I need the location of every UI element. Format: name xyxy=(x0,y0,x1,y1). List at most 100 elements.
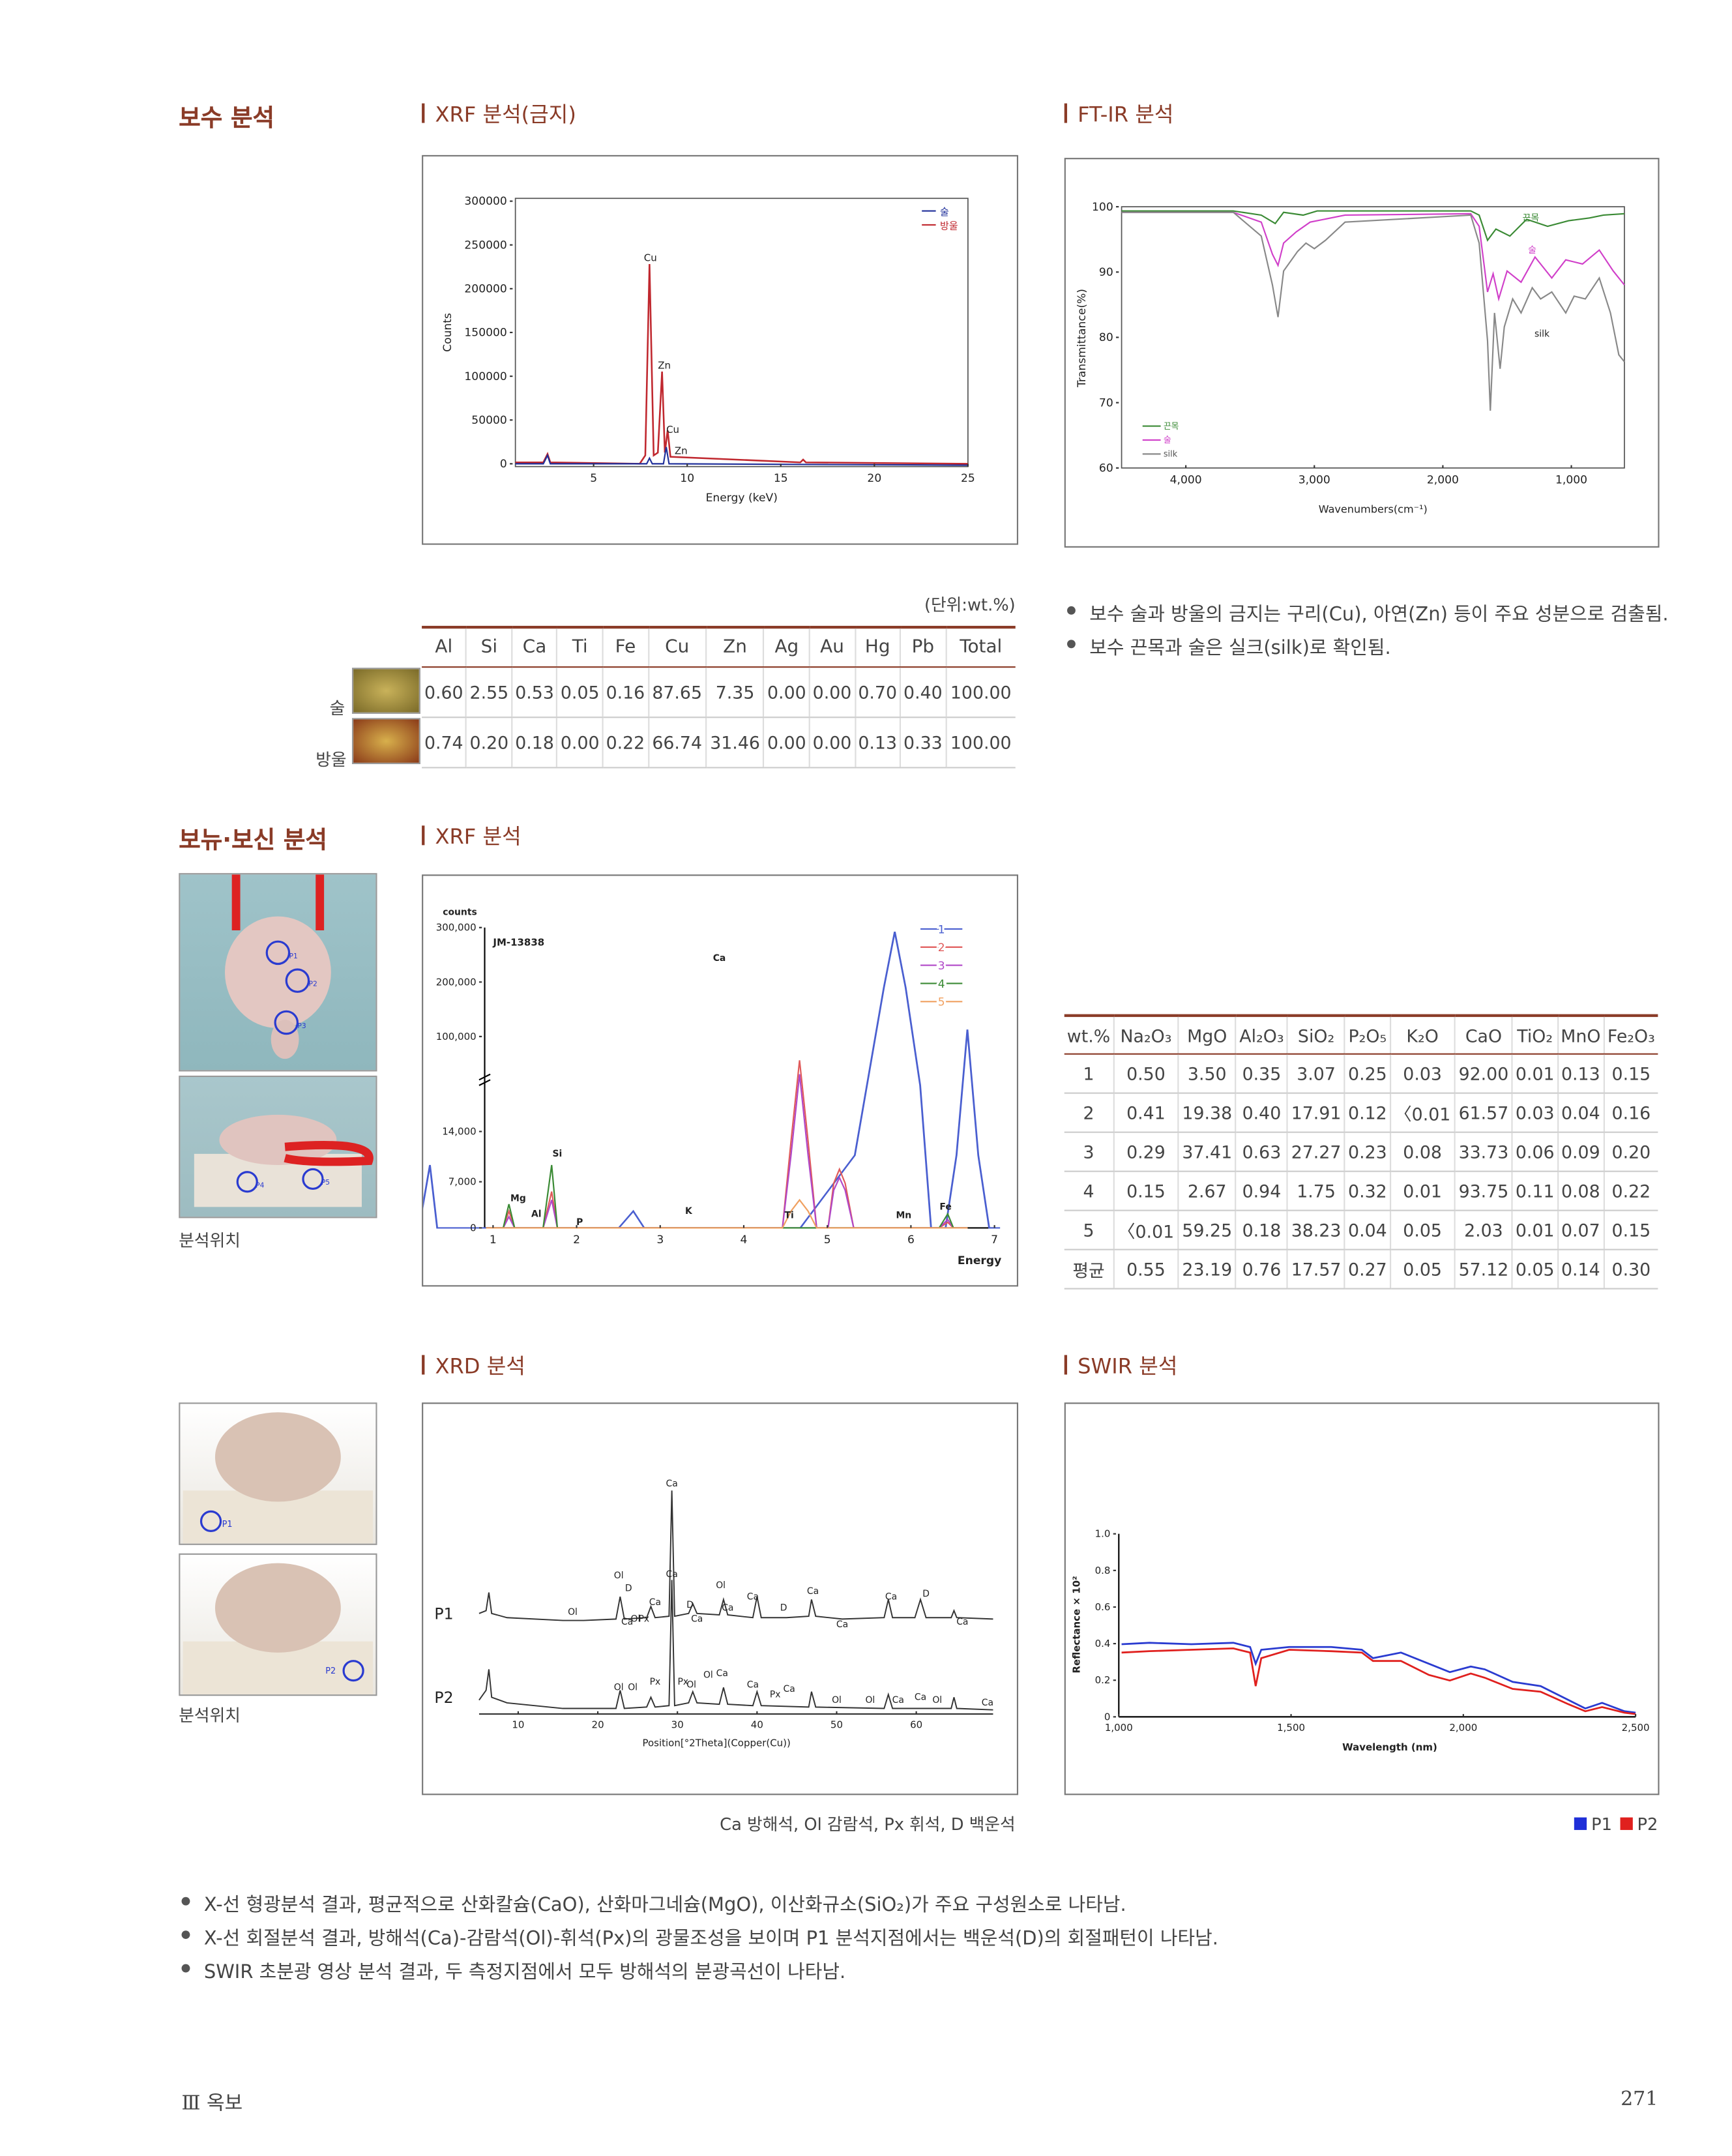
column-header: Al₂O₃ xyxy=(1235,1014,1287,1055)
x-tick-label: 15 xyxy=(774,472,788,485)
point-label: P1 xyxy=(222,1520,233,1529)
panel-title: XRD 분석 xyxy=(422,1351,525,1380)
legend-text: 2 xyxy=(938,941,945,954)
y-tick-label: 0.4 xyxy=(1095,1638,1111,1649)
spectrum-curve xyxy=(1121,1642,1636,1714)
table-cell: 0.16 xyxy=(1603,1093,1658,1133)
table-row: 4 0.15 2.67 0.94 1.75 0.32 0.01 93.75 0.11 0.08 0.… xyxy=(1064,1171,1658,1211)
table-cell: 31.46 xyxy=(705,717,765,769)
table-cell: 33.73 xyxy=(1454,1132,1513,1172)
table-row: 3 0.29 37.41 0.63 27.27 0.23 0.08 33.73 0.06 0.09… xyxy=(1064,1132,1658,1172)
photo-svg: P4 P5 xyxy=(194,1114,374,1207)
legend-text: silk xyxy=(1164,450,1178,460)
legend-text: 끈목 xyxy=(1164,422,1179,432)
x-tick-label: 2,500 xyxy=(1622,1722,1650,1734)
row-label: 방울 xyxy=(316,750,347,770)
legend-text: P2 xyxy=(1637,1814,1658,1835)
peak-label: Mg xyxy=(510,1194,526,1204)
x-tick-label: 1,000 xyxy=(1105,1722,1133,1734)
y-tick-label: 100 xyxy=(1092,201,1113,214)
point-label: P2 xyxy=(325,1666,336,1676)
bullet-item: X-선 회절분석 결과, 방해석(Ca)-감람석(Ol)-휘석(Px)의 광물조… xyxy=(179,1922,1218,1955)
x-tick-label: 5 xyxy=(590,472,597,485)
table-cell: 2 xyxy=(1064,1093,1114,1133)
x-tick-label: 2,000 xyxy=(1427,473,1459,486)
y-tick-label: 150000 xyxy=(464,327,506,340)
peak-label: Ca xyxy=(982,1698,993,1708)
legend-text: 술 xyxy=(940,206,949,218)
table-cell: 0.09 xyxy=(1557,1132,1604,1172)
table-cell: 4 xyxy=(1064,1171,1114,1211)
peak-label: D xyxy=(686,1600,694,1610)
table-cell: 0.08 xyxy=(1557,1171,1604,1211)
panel-title: XRF 분석 xyxy=(422,821,521,851)
table-cell: 0.76 xyxy=(1235,1249,1287,1290)
legend-text: 1 xyxy=(938,923,945,936)
x-axis-label: Wavelength (nm) xyxy=(1342,1741,1437,1753)
spectrum-curve xyxy=(515,447,968,466)
y-axis-label: Transmittance(%) xyxy=(1076,289,1089,388)
spectrum-curve xyxy=(1121,211,1625,302)
y-tick-label: 0.8 xyxy=(1095,1565,1111,1576)
table-cell: 1 xyxy=(1064,1054,1114,1094)
table-cell: 2.03 xyxy=(1454,1210,1513,1250)
xrf-body-chart: 300,000 200,000 100,000 14,000 7,000 0 1 2 3 4 5 6 7… xyxy=(422,874,1019,1287)
spectrum-curve xyxy=(486,1198,968,1229)
peak-label: Ol xyxy=(686,1679,696,1690)
peak-label: K xyxy=(685,1206,693,1217)
panel-title: XRF 분석(금지) xyxy=(422,99,576,128)
plot-frame xyxy=(514,198,969,467)
column-header: Fe xyxy=(602,625,649,668)
turtle-body xyxy=(219,1114,337,1166)
table-cell: 87.65 xyxy=(647,667,707,718)
table-cell: 0.29 xyxy=(1113,1132,1179,1172)
legend-item: P1 xyxy=(1574,1814,1612,1834)
spectrum-curve xyxy=(1121,1647,1636,1715)
peak-label: Ol xyxy=(865,1695,875,1706)
photo-caption: 분석위치 xyxy=(179,1230,241,1250)
table-cell: 0.00 xyxy=(808,717,855,769)
y-tick-label: 1.0 xyxy=(1095,1528,1111,1540)
sample-id: JM-13838 xyxy=(492,937,544,949)
bullet-item: 보수 술과 방울의 금지는 구리(Cu), 아연(Zn) 등이 주요 성분으로 … xyxy=(1064,598,1669,631)
column-header: Ca xyxy=(511,625,557,668)
table-cell: 0.53 xyxy=(511,667,557,718)
peak-label: Ol xyxy=(614,1571,624,1581)
table-cell: 0.74 xyxy=(422,717,467,769)
table-cell: 27.27 xyxy=(1286,1132,1345,1172)
table-cell: 평균 xyxy=(1064,1249,1114,1290)
table-cell: 19.38 xyxy=(1177,1093,1236,1133)
table-cell: 3.07 xyxy=(1286,1054,1345,1094)
table-cell: 0.01 xyxy=(1389,1171,1455,1211)
photo-caption: 분석위치 xyxy=(179,1706,241,1726)
curve-label: silk xyxy=(1534,329,1550,339)
table-cell: 0.30 xyxy=(1603,1249,1658,1290)
panel-title: FT-IR 분석 xyxy=(1064,99,1173,128)
table-cell: 0.00 xyxy=(808,667,855,718)
peak-label: Ol xyxy=(703,1670,713,1680)
peak-label: P xyxy=(576,1217,583,1228)
x-tick-label: 10 xyxy=(680,472,694,485)
table-cell: 0.63 xyxy=(1235,1132,1287,1172)
y-tick-label: 80 xyxy=(1099,331,1113,344)
row-label: 술 xyxy=(329,698,345,718)
x-axis-label: Wavenumbers(cm⁻¹) xyxy=(1319,503,1428,515)
trace-label: P1 xyxy=(434,1604,453,1623)
spectrum-curve xyxy=(1121,211,1625,411)
peak-label: D xyxy=(922,1589,930,1599)
curve-label: 끈목 xyxy=(1523,213,1540,224)
peak-label: Ca xyxy=(836,1619,848,1630)
chart-svg: 100 90 80 70 60 4,000 3,000 2,000 1,000 Wavenumbe… xyxy=(1076,201,1625,515)
y-tick-label: 0 xyxy=(500,458,507,471)
point-label: P2 xyxy=(309,980,317,988)
photo-svg: P1 xyxy=(183,1412,374,1544)
point-marker xyxy=(265,940,291,966)
sample-photo: P2 xyxy=(179,1553,377,1696)
swir-chart: 1.0 0.8 0.6 0.4 0.2 0 1,000 1,500 2,000 2,500 Wave… xyxy=(1064,1402,1660,1795)
x-tick-label: 1,000 xyxy=(1555,473,1587,486)
y-tick-label: 70 xyxy=(1099,396,1113,409)
panel-title: SWIR 분석 xyxy=(1064,1351,1177,1380)
